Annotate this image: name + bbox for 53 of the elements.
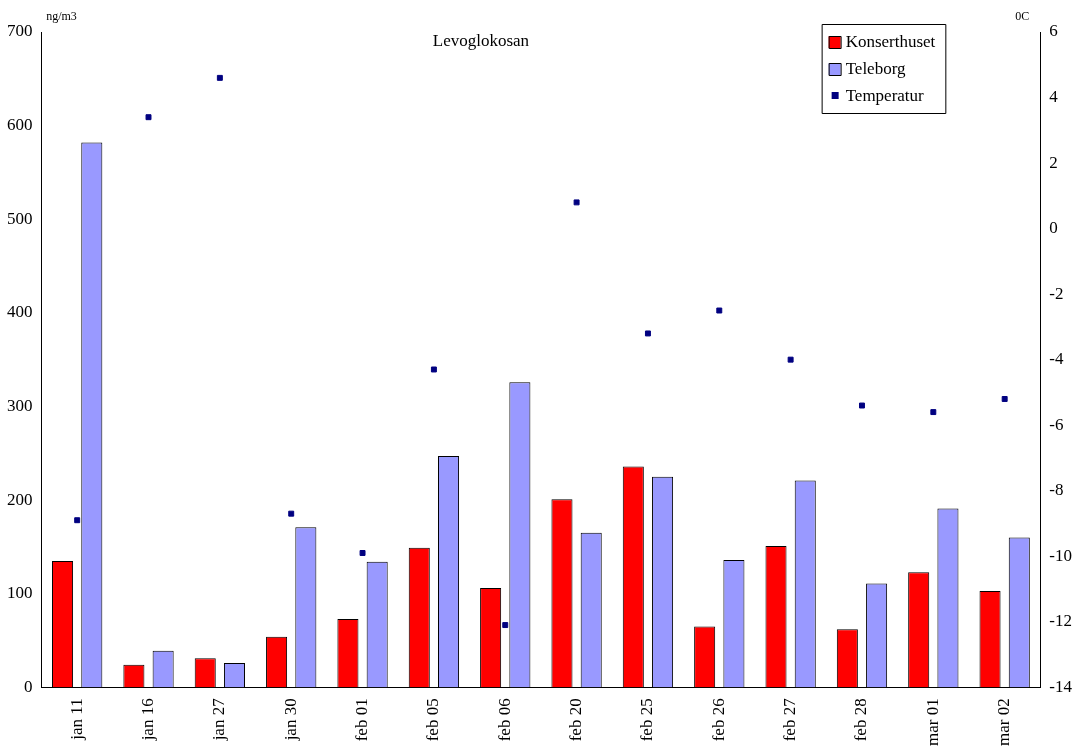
legend-label: Konserthuset [845,32,936,52]
y-tick-label: 100 [7,583,33,603]
y-tick-label: 700 [7,21,33,41]
x-tick-label: jan 27 [209,697,229,742]
point [288,510,295,517]
x-tick-label: feb 28 [851,698,871,742]
point [216,74,223,81]
y2-tick-label: 6 [1049,21,1058,41]
y2-tick-label: -2 [1049,283,1064,303]
point [787,356,794,363]
y2-tick-label: -12 [1049,611,1073,631]
x-tick-label: jan 16 [137,698,157,742]
x-tick-label: feb 25 [637,698,657,742]
y2-tick-label: 0 [1049,218,1058,238]
y-tick-label: 200 [7,489,33,509]
y-tick-label: 0 [24,676,33,696]
x-tick-label: jan 11 [66,698,86,741]
point [716,307,723,314]
y-tick-label: 500 [7,208,33,228]
y-tick-label: 300 [7,395,33,415]
y2-tick-label: -4 [1049,349,1064,369]
x-tick-label: feb 06 [494,698,514,742]
x-tick-label: feb 05 [423,698,443,742]
y2-tick-label: -8 [1049,480,1064,500]
legend-label: Temperatur [845,86,925,106]
y2-tick-label: 2 [1049,152,1058,172]
y2-tick-label: 4 [1049,87,1059,106]
x-tick-label: feb 27 [780,697,800,742]
y2-tick-label: -14 [1049,676,1073,696]
point [1001,396,1008,402]
point [359,550,366,556]
legend-label: Teleborg [845,59,906,79]
y2-tick-label: -6 [1049,414,1064,434]
point [573,199,580,206]
point [930,409,937,416]
point [644,330,651,337]
y2-tick-label: -10 [1049,545,1073,565]
x-tick-label: mar 01 [922,698,942,747]
x-tick-label: feb 20 [566,698,586,742]
point [502,622,509,629]
x-tick-label: feb 26 [708,698,728,742]
y-tick-label: 600 [7,115,33,135]
x-tick-label: jan 30 [280,698,300,742]
y-tick-label: 400 [7,302,33,322]
y-axis-title: ng/m3 [46,9,77,23]
point [859,402,865,409]
point [145,114,152,121]
point [74,517,81,524]
chart-title: Levoglokosan [432,31,530,50]
x-tick-label: mar 02 [994,698,1014,747]
point [430,366,437,373]
x-tick-label: feb 01 [352,698,372,742]
y2-axis-title: 0C [1015,9,1030,23]
